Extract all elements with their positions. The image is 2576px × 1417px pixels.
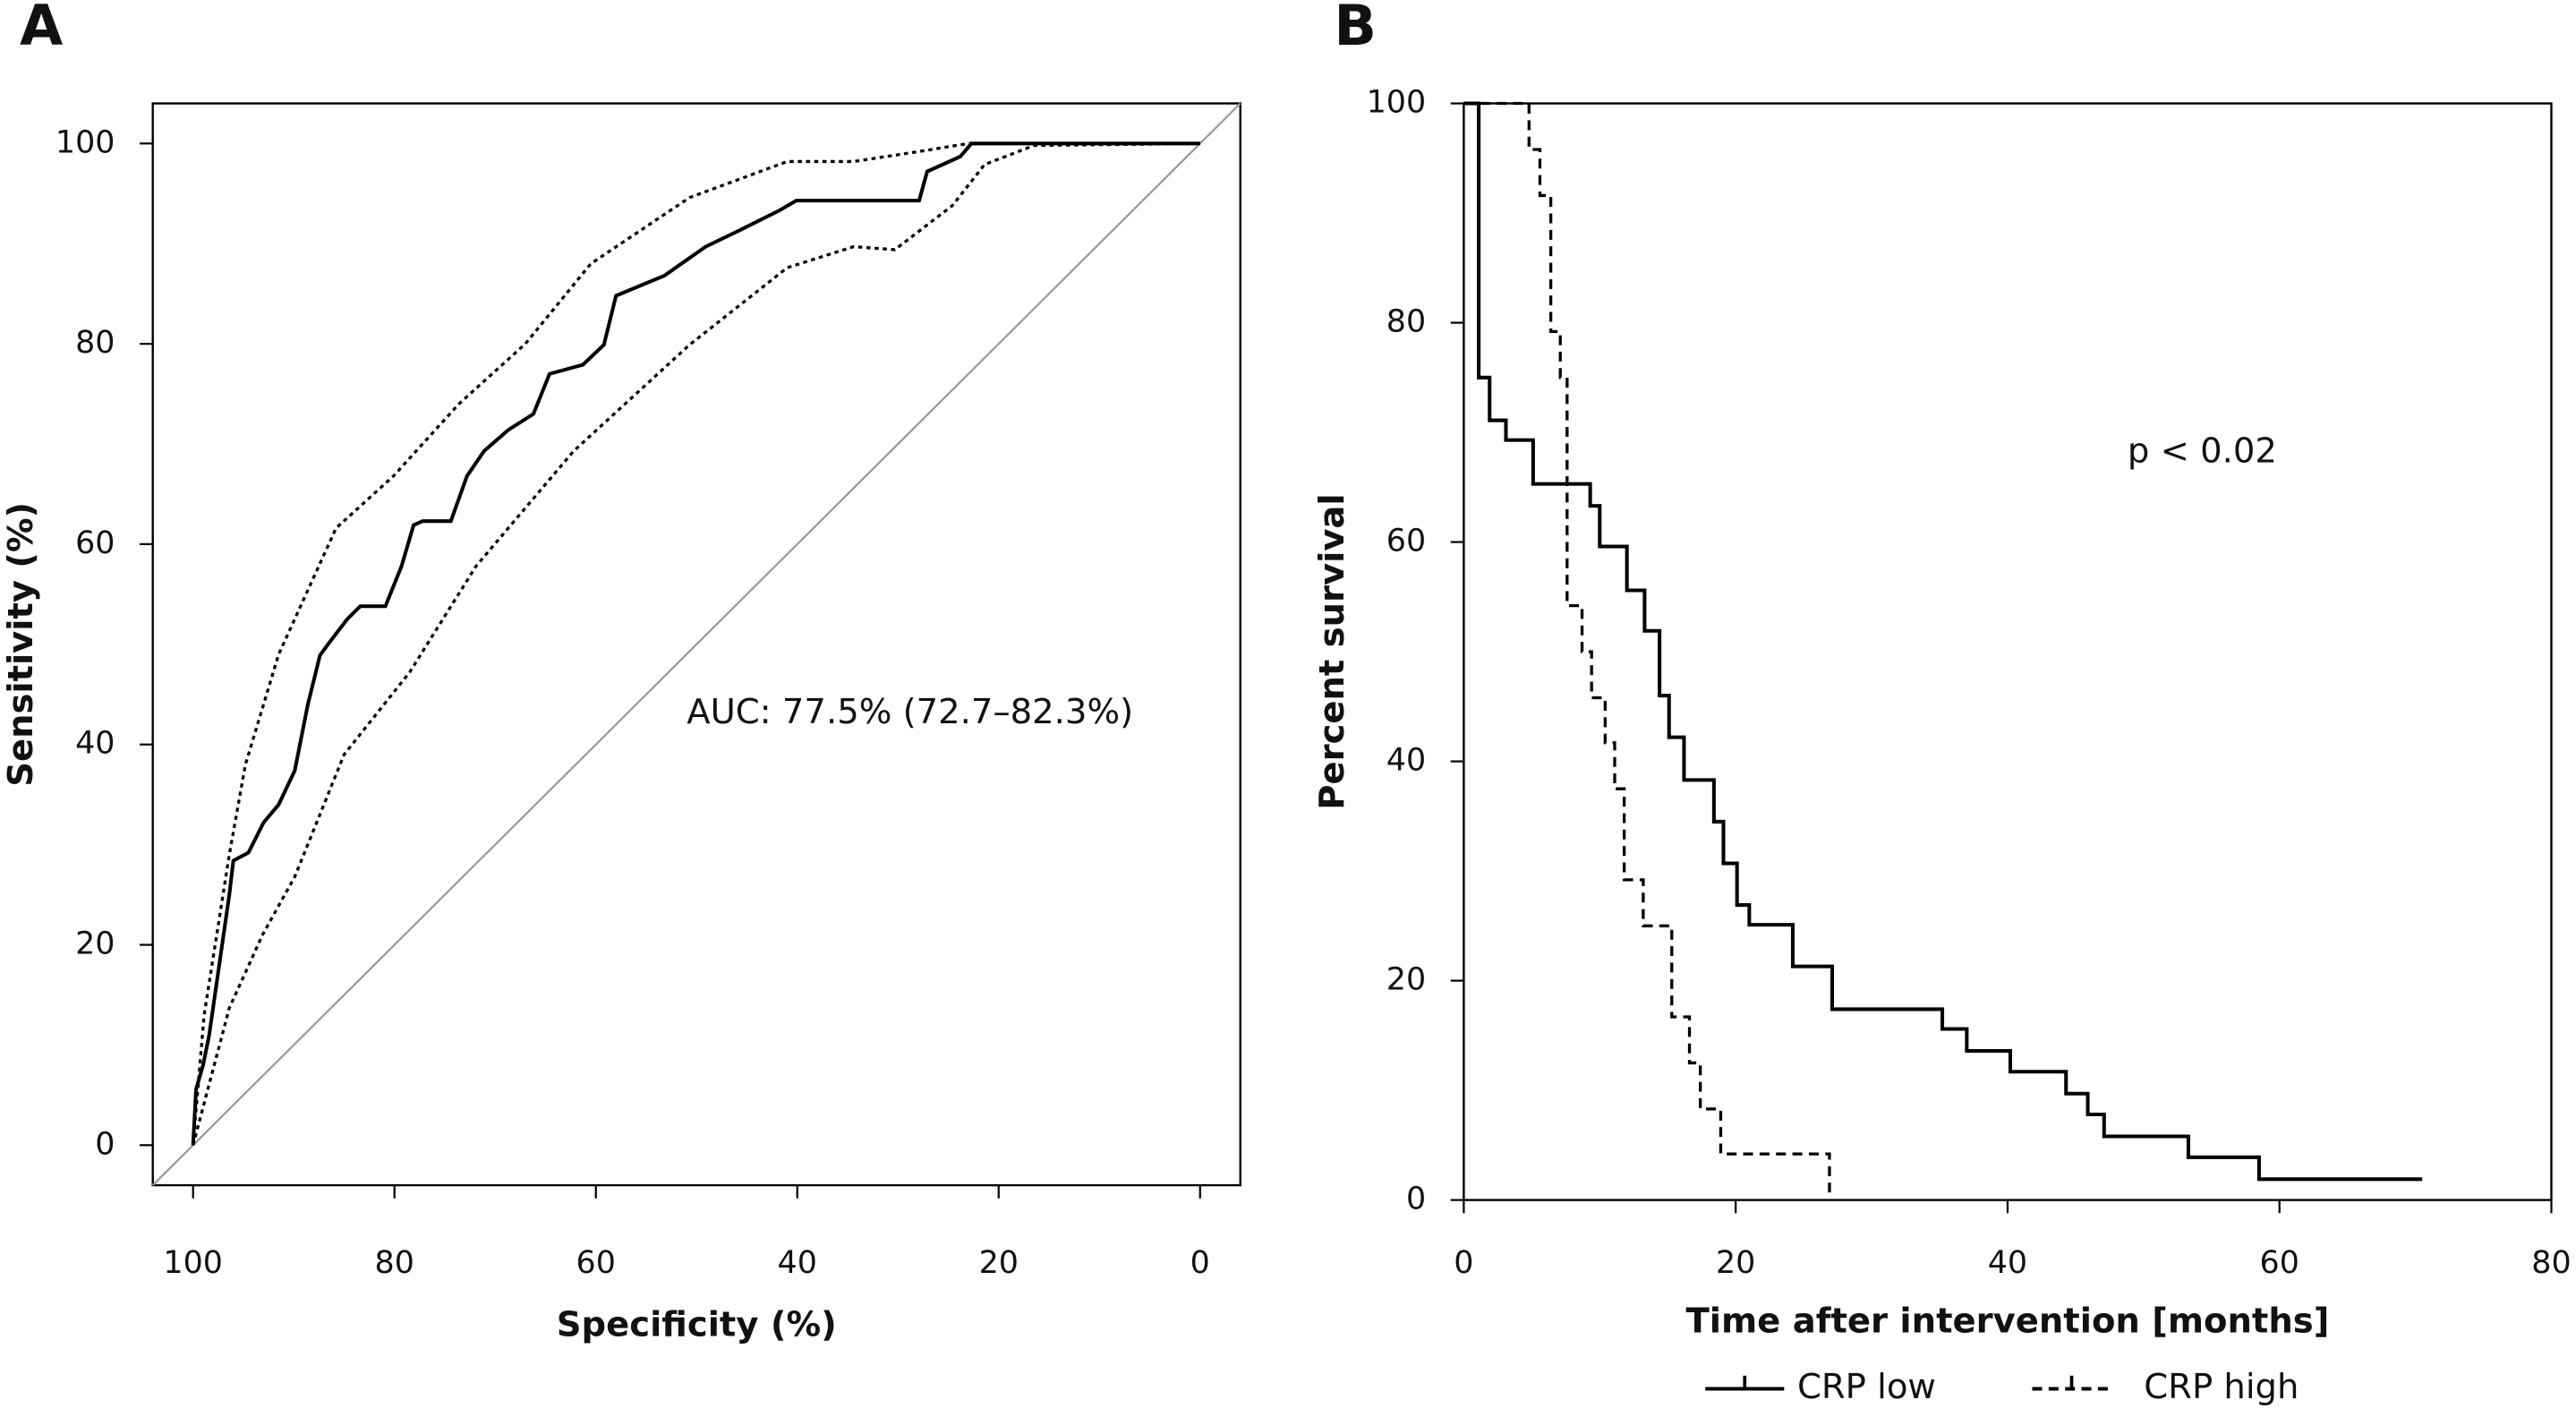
panel-label: B xyxy=(1334,0,1377,58)
annotation: p < 0.02 xyxy=(2128,431,2277,472)
series-line xyxy=(191,141,1200,1146)
x-tick-label: 0 xyxy=(1190,1245,1210,1281)
y-tick-label: 20 xyxy=(1386,962,1426,998)
series-line xyxy=(1463,101,1831,1200)
y-tick-label: 40 xyxy=(1386,743,1426,779)
series-line xyxy=(192,141,1200,1146)
x-axis-title: Time after intervention [months] xyxy=(1686,1302,2330,1342)
x-tick-label: 0 xyxy=(1454,1245,1473,1281)
y-axis-title: Sensitivity (%) xyxy=(1,502,41,787)
panel-label: A xyxy=(20,0,63,58)
annotation: AUC: 77.5% (72.7–82.3%) xyxy=(687,692,1133,732)
reference-diagonal xyxy=(151,102,1241,1186)
x-tick-label: 20 xyxy=(1716,1245,1755,1281)
y-tick-label: 60 xyxy=(1386,524,1426,559)
y-tick-label: 80 xyxy=(1386,304,1426,340)
plot-frame xyxy=(151,102,1241,1187)
y-axis-title: Percent survival xyxy=(1312,493,1352,809)
legend-label: CRP low xyxy=(1797,1367,1936,1407)
x-tick-label: 20 xyxy=(979,1245,1019,1281)
y-tick-label: 100 xyxy=(55,124,115,160)
x-tick-label: 100 xyxy=(163,1245,223,1281)
y-tick-label: 100 xyxy=(1367,85,1427,121)
x-tick-label: 60 xyxy=(576,1245,616,1281)
panel-0: A 0 20 40 60 80 100 100 80 60 40 20 0 Specificity (%)… xyxy=(1,0,1241,1344)
plot-frame xyxy=(1463,102,2553,1201)
series-line xyxy=(192,141,1200,1146)
x-tick-label: 40 xyxy=(1988,1245,2027,1281)
y-tick-label: 60 xyxy=(75,525,115,561)
y-tick-label: 20 xyxy=(75,926,115,962)
y-tick-label: 0 xyxy=(95,1126,115,1162)
x-tick-label: 80 xyxy=(2531,1245,2571,1281)
x-axis-title: Specificity (%) xyxy=(557,1304,837,1344)
x-tick-label: 40 xyxy=(778,1245,817,1281)
series-line xyxy=(1463,101,2423,1182)
panel-1: B 0 20 40 60 80 100 0 20 40 60 80 Time after interve… xyxy=(1312,0,2572,1407)
x-tick-label: 80 xyxy=(375,1245,414,1281)
y-tick-label: 0 xyxy=(1406,1182,1426,1217)
legend-label: CRP high xyxy=(2144,1367,2299,1407)
y-tick-label: 40 xyxy=(75,726,115,762)
x-tick-label: 60 xyxy=(2260,1245,2299,1281)
y-tick-label: 80 xyxy=(75,325,115,361)
